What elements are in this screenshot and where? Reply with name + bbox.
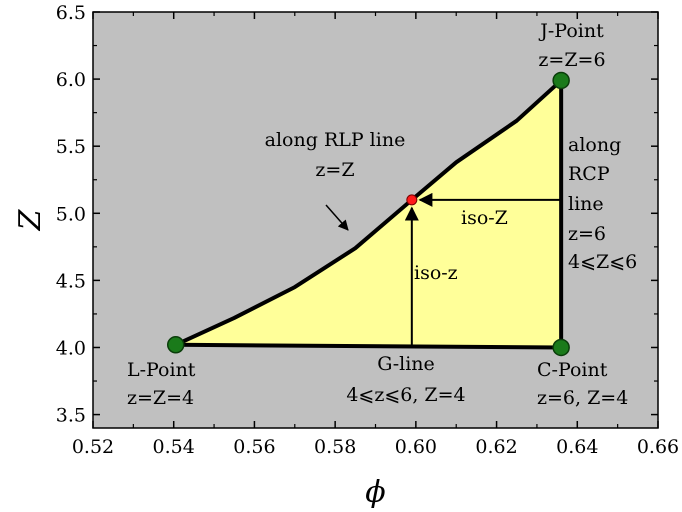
iso-Z-label: iso-Z bbox=[461, 207, 508, 229]
y-tick-label-4: 5.5 bbox=[56, 136, 86, 158]
y-tick-label-3: 5.0 bbox=[56, 203, 86, 225]
j-point-condition: z=Z=6 bbox=[538, 49, 605, 71]
g-line-condition: 4⩽z⩽6, Z=4 bbox=[346, 384, 465, 406]
x-tick-label-2: 0.56 bbox=[233, 436, 275, 458]
y-tick-label-1: 4.0 bbox=[56, 337, 86, 359]
c-point-condition: z=6, Z=4 bbox=[537, 387, 628, 409]
y-tick-label-5: 6.0 bbox=[56, 69, 86, 91]
iso-point bbox=[406, 194, 418, 206]
series-line-0 bbox=[174, 78, 563, 347]
g-line-label: G-line bbox=[377, 353, 435, 375]
c-point-label: C-Point bbox=[537, 359, 608, 381]
y-tick-label-0: 3.5 bbox=[56, 405, 86, 427]
rcp-line-condition-range: 4⩽Z⩽6 bbox=[568, 251, 637, 273]
x-axis-title: ϕ bbox=[365, 475, 385, 510]
x-tick-label-3: 0.58 bbox=[314, 436, 356, 458]
x-tick-label-0: 0.52 bbox=[72, 436, 114, 458]
allowed-region bbox=[175, 80, 562, 348]
iso-z-label: iso-z bbox=[414, 262, 458, 284]
rcp-line-label-along: along bbox=[568, 134, 621, 156]
x-tick-label-7: 0.66 bbox=[637, 436, 679, 458]
y-tick-label-6: 6.5 bbox=[56, 2, 86, 24]
x-tick-label-6: 0.64 bbox=[556, 436, 598, 458]
x-tick-label-5: 0.62 bbox=[475, 436, 517, 458]
plot-frame bbox=[92, 11, 659, 429]
series-line-2 bbox=[175, 342, 562, 350]
l-point-label: L-Point bbox=[127, 359, 196, 381]
corner-point-2 bbox=[552, 338, 570, 357]
x-tick-label-4: 0.60 bbox=[395, 436, 437, 458]
rcp-line-condition-z: z=6 bbox=[568, 223, 606, 245]
corner-point-1 bbox=[166, 336, 185, 354]
rcp-line-label-line: line bbox=[568, 193, 604, 215]
rlp-line-label: along RLP line bbox=[265, 129, 406, 151]
j-point-label: J-Point bbox=[538, 20, 604, 42]
corner-point-0 bbox=[552, 71, 570, 90]
x-tick-label-1: 0.54 bbox=[153, 436, 195, 458]
l-point-condition: z=Z=4 bbox=[127, 387, 194, 409]
rlp-pointer-arrow bbox=[325, 204, 349, 231]
y-tick-label-2: 4.5 bbox=[56, 270, 86, 292]
rlp-line-condition: z=Z bbox=[315, 159, 354, 181]
rcp-line-label-rcp: RCP bbox=[568, 163, 610, 185]
y-axis-title: Z bbox=[13, 208, 48, 231]
